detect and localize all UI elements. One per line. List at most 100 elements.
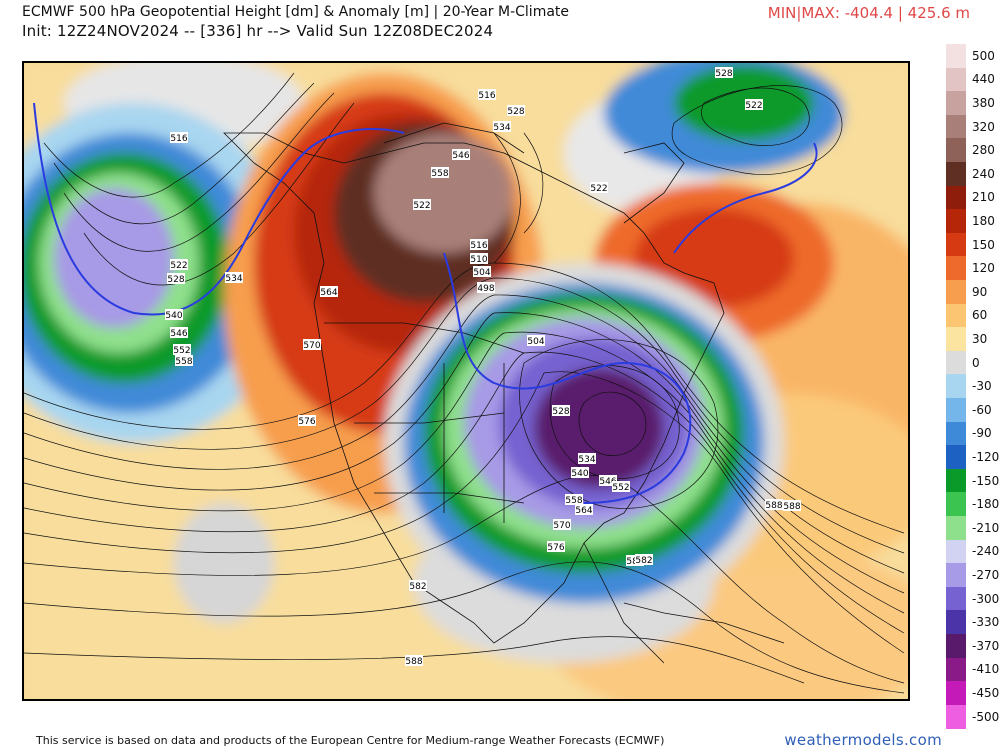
contour-label-text: 528 [715,69,732,79]
legend-swatch [946,327,966,352]
contour-label-text: 534 [493,123,510,133]
contour-label: 588 [405,655,423,667]
contour-label: 570 [303,339,321,351]
contour-label-text: 576 [547,543,564,553]
contour-label-text: 552 [173,346,190,356]
contour-label: 570 [553,519,571,531]
contour-label-bg [493,121,511,132]
contour-label-text: 576 [298,417,315,427]
contour-label-bg [225,272,243,283]
legend-swatch [946,398,966,423]
contour-label-text: 588 [783,502,800,512]
contour-label-bg [599,475,617,486]
legend-label: 280 [972,143,995,158]
legend-label: -300 [972,591,1000,606]
contour-label-text: 546 [599,477,616,487]
legend-label: 90 [972,284,988,299]
legend-swatch [946,539,966,564]
contour-label: 558 [565,494,583,506]
contour-label-text: 534 [225,274,242,284]
legend-swatch [946,44,966,69]
contour-label-text: 558 [565,496,582,506]
legend-swatch [946,657,966,682]
contour-label-text: 564 [320,288,337,298]
legend-swatch [946,492,966,517]
contour-label: 528 [715,67,733,79]
legend-label: -30 [972,379,992,394]
legend-label: 210 [972,190,995,205]
contour-label-text: 522 [170,261,187,271]
legend-swatch [946,303,966,328]
legend-swatch [946,256,966,281]
contour-label: 564 [320,286,338,298]
legend-swatch [946,704,966,729]
contour-label-bg [715,67,733,78]
contour-label-bg [431,167,449,178]
minmax-readout: MIN|MAX: -404.4 | 425.6 m [767,4,970,22]
legend-label: -60 [972,402,992,417]
contour-label: 582 [409,580,427,592]
contour-label-bg [298,415,316,426]
legend-swatch [946,586,966,611]
legend-label: 60 [972,308,988,323]
contour-label-text: 528 [507,107,524,117]
legend-label: 30 [972,332,988,346]
legend-label: -330 [972,615,1000,630]
contour-label: 552 [173,344,191,356]
contour-label: 504 [473,266,491,278]
contour-label: 546 [452,149,470,161]
contour-label: 498 [477,282,495,294]
contour-label-bg [783,500,801,511]
legend-label: 150 [972,237,995,252]
contour-label: 546 [599,475,617,487]
contour-label-bg [452,149,470,160]
chart-subtitle: Init: 12Z24NOV2024 -- [336] hr --> Valid… [22,22,494,40]
legend-label: -500 [972,709,1000,724]
contour-label-bg [765,499,783,510]
contour-label: 588 [783,500,801,512]
contour-label-text: 546 [170,329,187,339]
legend-label: 320 [972,119,995,134]
height-contours [24,72,905,694]
contour-label-bg [405,655,423,666]
legend-swatch [946,162,966,187]
contour-label-text: 504 [473,268,490,278]
contour-label: 540 [165,309,183,321]
contour-label-bg [303,339,321,350]
legend-swatch [946,468,966,493]
legend-swatch [946,516,966,541]
contour-label-bg [320,286,338,297]
highlight-contours [33,102,818,504]
contour-label-text: 582 [409,582,426,592]
contour-label-bg [170,327,188,338]
legend-label: -180 [972,497,1000,512]
contour-label-bg [165,309,183,320]
contour-label-bg [571,467,589,478]
legend-label: -90 [972,426,992,441]
contour-label-text: 558 [431,169,448,179]
contour-label-text: 498 [477,284,494,294]
contour-label-text: 522 [413,201,430,211]
contour-label-bg [167,273,185,284]
brand-link[interactable]: weathermodels.com [784,731,942,749]
legend-label: 180 [972,214,995,228]
contour-label: 558 [175,355,193,367]
legend-swatch [946,445,966,470]
legend-swatch [946,232,966,257]
legend-swatch [946,634,966,659]
contour-label: 528 [167,273,185,285]
contour-label: 528 [552,405,570,417]
contour-label: 522 [413,199,431,211]
legend-swatch [946,350,966,375]
contour-label: 576 [298,415,316,427]
legend-label: -270 [972,568,1000,582]
contour-label: 504 [527,335,545,347]
contour-label-text: 540 [165,311,182,321]
legend-label: -210 [972,520,1000,535]
contour-label: 552 [612,481,630,493]
contour-label: 534 [578,453,596,465]
coastlines [223,122,785,664]
contour-label-text: 588 [765,501,782,511]
contour-label: 534 [225,272,243,284]
